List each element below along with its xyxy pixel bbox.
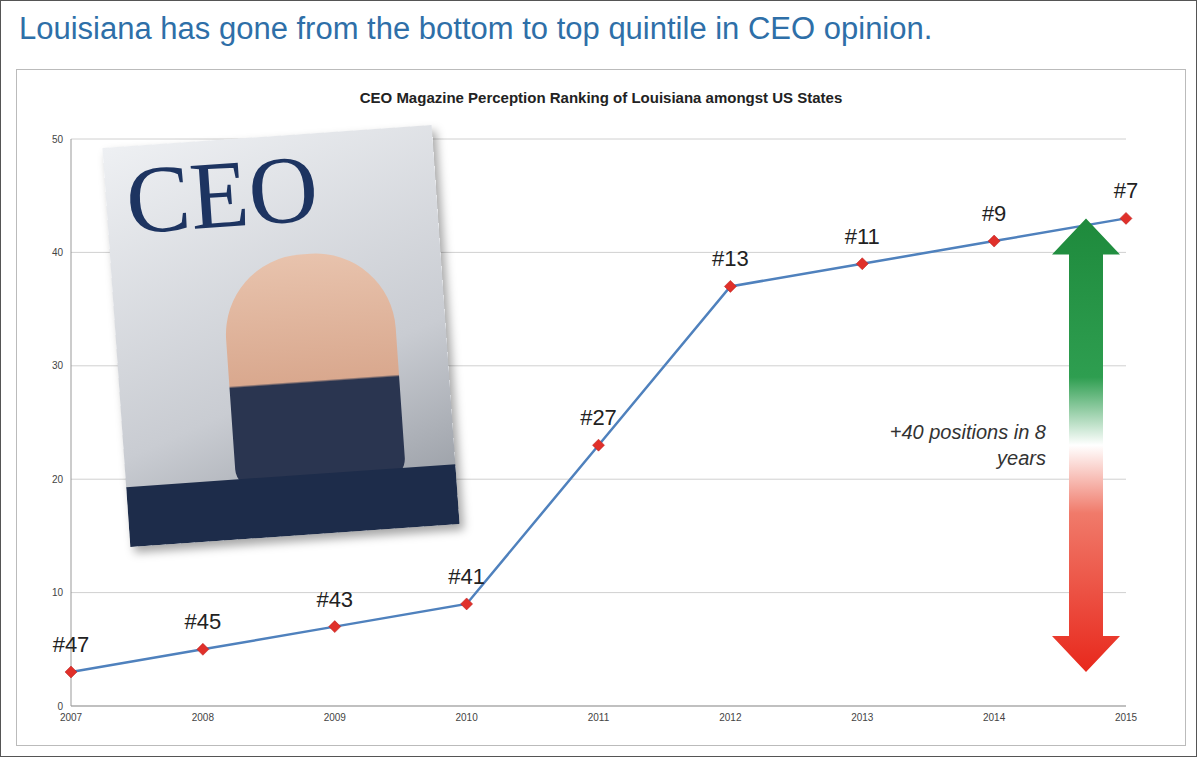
svg-text:2010: 2010 bbox=[456, 712, 479, 723]
svg-text:30: 30 bbox=[52, 360, 64, 371]
svg-text:2009: 2009 bbox=[324, 712, 347, 723]
html-text:CEO: CEO bbox=[122, 134, 322, 255]
html-text:Louisiana has gone from the bo: Louisiana has gone from the bottom to to… bbox=[19, 11, 933, 46]
svg-text:#7: #7 bbox=[1114, 178, 1138, 203]
svg-text:#27: #27 bbox=[580, 405, 617, 430]
svg-text:#47: #47 bbox=[53, 632, 90, 657]
svg-text:50: 50 bbox=[52, 134, 64, 145]
svg-text:2015: 2015 bbox=[1115, 712, 1138, 723]
html-text:+40 positions in 8 years: +40 positions in 8 years bbox=[889, 421, 1046, 469]
svg-text:20: 20 bbox=[52, 474, 64, 485]
svg-text:#9: #9 bbox=[982, 201, 1006, 226]
svg-text:2013: 2013 bbox=[851, 712, 874, 723]
svg-text:#43: #43 bbox=[316, 587, 353, 612]
svg-text:#11: #11 bbox=[845, 224, 880, 249]
svg-text:2011: 2011 bbox=[588, 712, 610, 723]
svg-text:#45: #45 bbox=[185, 609, 222, 634]
svg-text:2014: 2014 bbox=[983, 712, 1006, 723]
svg-text:2007: 2007 bbox=[60, 712, 83, 723]
svg-text:40: 40 bbox=[52, 247, 64, 258]
html-text:CEO Magazine Perception Rankin: CEO Magazine Perception Ranking of Louis… bbox=[359, 89, 843, 106]
svg-text:2008: 2008 bbox=[192, 712, 215, 723]
svg-text:0: 0 bbox=[57, 701, 63, 712]
svg-text:10: 10 bbox=[52, 587, 64, 598]
svg-text:#41: #41 bbox=[448, 564, 485, 589]
svg-text:2012: 2012 bbox=[719, 712, 742, 723]
svg-text:#13: #13 bbox=[712, 246, 749, 271]
